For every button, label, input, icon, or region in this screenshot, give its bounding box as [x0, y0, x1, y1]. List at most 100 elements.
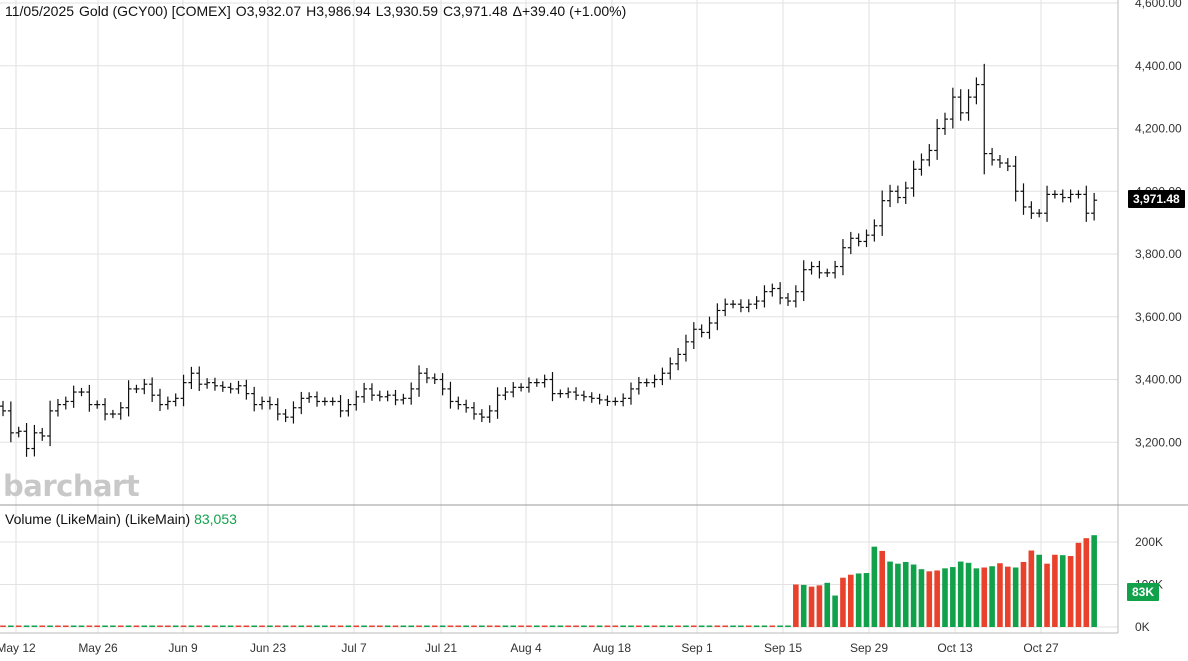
price-bar — [557, 389, 564, 398]
x-tick-label: May 26 — [78, 641, 118, 655]
volume-bar — [502, 625, 509, 627]
price-bar — [730, 300, 737, 309]
volume-bar — [761, 625, 768, 627]
volume-bar — [361, 625, 367, 627]
volume-bar — [895, 563, 901, 627]
volume-bar — [738, 625, 744, 627]
price-bar — [792, 285, 799, 308]
price-bar — [996, 154, 1003, 168]
volume-bar — [439, 625, 446, 627]
price-bar — [282, 409, 289, 423]
volume-bar — [377, 625, 383, 627]
x-tick-label: Oct 13 — [937, 641, 973, 655]
volume-bar — [824, 582, 831, 627]
volume-bar — [840, 577, 846, 627]
price-bar — [816, 260, 823, 279]
x-tick-label: Jul 7 — [341, 641, 367, 655]
price-bar — [871, 219, 878, 242]
price-bar — [361, 382, 368, 403]
price-bar — [1091, 192, 1098, 221]
price-bar — [910, 160, 917, 197]
price-bar — [109, 409, 116, 419]
price-bar — [439, 373, 446, 396]
volume-bar — [510, 625, 517, 627]
volume-bar — [659, 625, 666, 627]
price-bar — [54, 398, 61, 417]
volume-bar — [1012, 567, 1019, 627]
volume-bar — [102, 625, 108, 627]
volume-bar — [1067, 556, 1074, 627]
volume-bar — [997, 563, 1003, 627]
volume-bar — [675, 625, 681, 627]
volume-bar — [55, 625, 61, 627]
volume-bar — [86, 625, 93, 627]
volume-bar — [526, 625, 532, 627]
volume-bar — [879, 550, 885, 627]
volume-bar — [455, 625, 462, 627]
volume-bar — [541, 625, 548, 627]
volume-bar — [989, 566, 995, 627]
volume-bar — [117, 625, 124, 627]
price-bar — [926, 144, 933, 167]
price-bar — [70, 385, 77, 408]
price-bar — [525, 377, 532, 393]
volume-bar — [1091, 535, 1097, 627]
price-bar — [628, 382, 634, 405]
price-bar — [1036, 209, 1043, 218]
volume-bar — [259, 625, 265, 627]
y-tick-label: 3,800.00 — [1135, 247, 1182, 261]
price-bar — [7, 401, 14, 443]
price-series — [0, 63, 1098, 457]
volume-bar — [447, 625, 454, 627]
price-bar — [353, 390, 360, 411]
volume-bar — [714, 625, 721, 627]
price-bar — [0, 400, 6, 417]
x-tick-label: May 12 — [0, 641, 36, 655]
volume-bar — [345, 625, 352, 627]
volume-bar — [926, 571, 933, 627]
price-bar — [471, 402, 477, 420]
volume-bar — [848, 574, 854, 627]
volume-bar — [47, 625, 53, 627]
price-bar — [219, 381, 226, 392]
quote-symbol: Gold (GCY00) [COMEX] — [79, 3, 231, 19]
volume-tag: 83K — [1127, 583, 1160, 601]
price-bar — [887, 184, 894, 208]
price-bar — [981, 63, 988, 175]
volume-bar — [942, 568, 948, 627]
volume-bar — [1044, 563, 1050, 627]
volume-tick-label: 0K — [1135, 620, 1150, 634]
price-bar — [855, 233, 862, 247]
price-bar — [832, 260, 839, 279]
price-bar — [259, 396, 266, 410]
volume-bar — [274, 625, 281, 627]
price-bar — [455, 396, 462, 410]
price-bar — [737, 299, 744, 313]
volume-bar — [800, 584, 807, 627]
quote-low: L3,930.59 — [375, 3, 439, 19]
volume-bar — [1005, 566, 1011, 627]
volume-bar — [745, 625, 752, 627]
volume-bar — [534, 625, 540, 627]
price-bar — [368, 383, 375, 401]
volume-tick-label: 200K — [1135, 535, 1163, 549]
volume-bar — [212, 625, 218, 627]
volume-bar — [306, 625, 312, 627]
volume-bar — [196, 625, 203, 627]
volume-bar — [110, 625, 116, 627]
volume-bar — [1052, 554, 1058, 627]
price-bar — [918, 153, 925, 176]
price-bar — [486, 405, 493, 423]
volume-bar — [518, 625, 524, 627]
volume-bar — [706, 625, 713, 627]
volume-bar — [424, 625, 430, 627]
volume-bar — [63, 625, 69, 627]
price-bar — [533, 378, 540, 387]
price-bar — [934, 119, 941, 160]
price-bar — [478, 409, 485, 423]
price-bar — [1028, 201, 1035, 219]
price-bar — [314, 391, 320, 407]
volume-bar — [832, 595, 838, 627]
volume-bar — [227, 625, 234, 627]
